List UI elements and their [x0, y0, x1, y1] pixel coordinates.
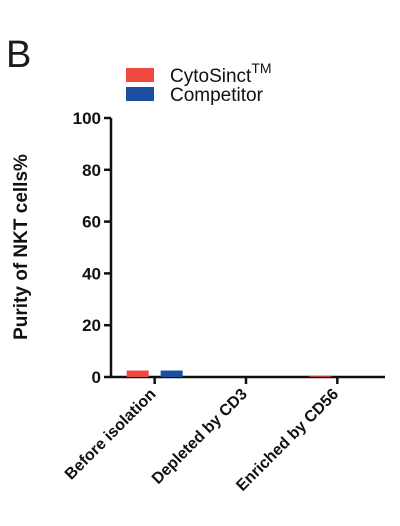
bar: [160, 370, 183, 377]
x-tick-label: Enriched by CD56: [233, 386, 342, 495]
bar: [309, 376, 332, 377]
legend-label: Competitor: [170, 85, 264, 106]
y-tick-label: 0: [92, 368, 101, 387]
x-tick-label: Before isolation: [62, 386, 160, 484]
y-tick-label: 40: [82, 264, 101, 283]
legend-superscript: TM: [251, 60, 271, 76]
y-tick-label: 60: [82, 213, 101, 232]
legend-swatch: [126, 87, 154, 101]
bar: [126, 370, 149, 377]
axes: 0 20 40 60 80 100: [73, 109, 385, 387]
legend-label: CytoSinctTM: [170, 60, 272, 87]
y-tick-label: 100: [73, 109, 101, 128]
panel-label: B: [6, 34, 32, 76]
y-tick-label: 80: [82, 161, 101, 180]
x-tick-label: Depleted by CD3: [149, 386, 251, 488]
y-axis-label: Purity of NKT cells%: [11, 154, 32, 340]
legend-swatch: [126, 68, 154, 82]
y-tick-label: 20: [82, 316, 101, 335]
bars: [126, 370, 332, 377]
